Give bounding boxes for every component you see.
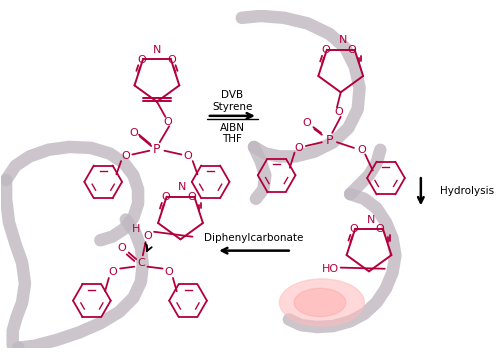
Text: HO: HO: [322, 265, 339, 275]
Text: P: P: [326, 134, 333, 147]
Text: O: O: [122, 151, 130, 161]
Text: P: P: [153, 143, 160, 156]
Text: Diphenylcarbonate: Diphenylcarbonate: [204, 233, 304, 243]
Text: O: O: [302, 118, 311, 129]
Text: H: H: [132, 224, 140, 234]
Text: O: O: [163, 116, 172, 126]
Text: N: N: [178, 183, 186, 193]
Ellipse shape: [280, 279, 364, 326]
Text: O: O: [322, 45, 330, 55]
Text: O: O: [294, 143, 302, 153]
Text: O: O: [118, 243, 126, 253]
Text: THF: THF: [222, 134, 242, 144]
Text: Hydrolysis: Hydrolysis: [440, 186, 494, 196]
Text: O: O: [129, 128, 138, 138]
Text: O: O: [108, 267, 117, 277]
Text: DVB: DVB: [222, 90, 244, 100]
Text: O: O: [165, 267, 173, 277]
Text: N: N: [338, 35, 347, 45]
Text: O: O: [138, 54, 146, 64]
Text: O: O: [350, 224, 358, 234]
Text: N: N: [366, 214, 375, 224]
Text: O: O: [168, 54, 176, 64]
Text: O: O: [161, 192, 170, 202]
Text: O: O: [143, 232, 152, 242]
Text: C: C: [137, 258, 145, 268]
Text: N: N: [152, 45, 161, 55]
Text: O: O: [184, 151, 192, 161]
Text: O: O: [376, 224, 384, 234]
Text: O: O: [187, 192, 196, 202]
Text: O: O: [348, 45, 356, 55]
Text: O: O: [357, 145, 366, 155]
Ellipse shape: [294, 288, 346, 316]
Text: Styrene: Styrene: [212, 102, 252, 112]
Text: O: O: [334, 107, 343, 117]
Text: AIBN: AIBN: [220, 123, 245, 133]
